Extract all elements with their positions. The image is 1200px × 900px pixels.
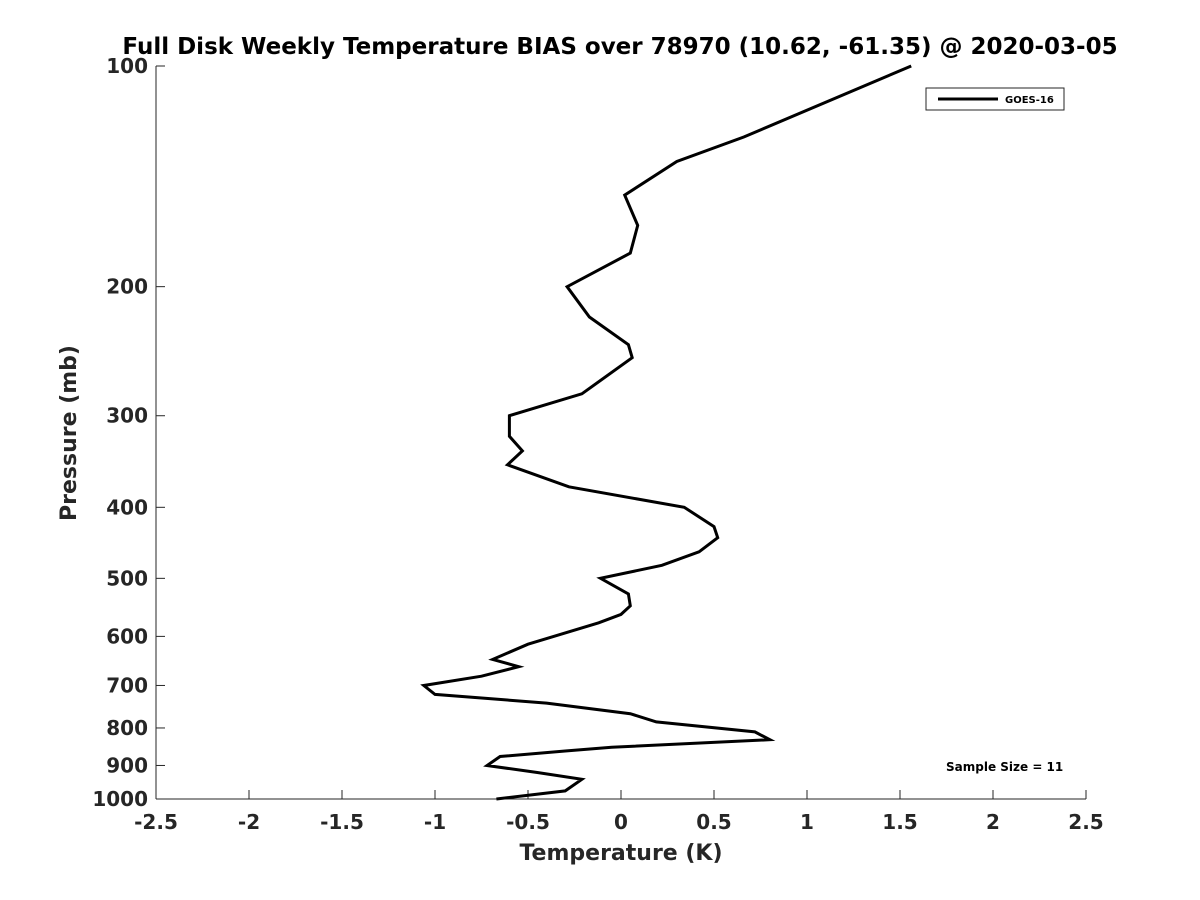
x-tick-label: 0.5 — [696, 810, 731, 834]
y-tick-label: 700 — [106, 673, 148, 697]
x-tick-label: 2.5 — [1068, 810, 1103, 834]
y-tick-label: 400 — [106, 495, 148, 519]
x-tick-label: 2 — [986, 810, 1000, 834]
series-group — [420, 64, 912, 801]
legend-label-goes-16: GOES-16 — [1005, 95, 1054, 106]
x-tick-label: 0 — [614, 810, 628, 834]
axes — [155, 66, 1086, 800]
x-tick-label: -0.5 — [506, 810, 550, 834]
x-tick-label: -2 — [238, 810, 260, 834]
sample-size-annotation: Sample Size = 11 — [946, 760, 1063, 774]
y-tick-label: 300 — [106, 404, 148, 428]
y-tick-label: 100 — [106, 54, 148, 78]
x-ticks: -2.5 -2 -1.5 -1 -0.5 0 0.5 1 1.5 2 2.5 — [134, 790, 1104, 834]
x-tick-label: 1.5 — [882, 810, 917, 834]
y-tick-label: 800 — [106, 716, 148, 740]
x-tick-label: -1 — [424, 810, 446, 834]
series-line-goes-16 — [420, 64, 912, 801]
y-tick-label: 200 — [106, 275, 148, 299]
x-axis-label: Temperature (K) — [519, 841, 722, 866]
x-tick-label: -2.5 — [134, 810, 178, 834]
x-tick-label: 1 — [800, 810, 814, 834]
chart-title: Full Disk Weekly Temperature BIAS over 7… — [122, 34, 1117, 60]
y-tick-label: 1000 — [92, 787, 148, 811]
y-tick-label: 900 — [106, 753, 148, 777]
y-ticks: 100 200 300 400 500 600 700 800 900 1000 — [92, 54, 165, 811]
x-tick-label: -1.5 — [320, 810, 364, 834]
legend: GOES-16 — [925, 87, 1065, 111]
y-tick-label: 600 — [106, 624, 148, 648]
y-axis-label: Pressure (mb) — [57, 345, 82, 521]
y-tick-label: 500 — [106, 566, 148, 590]
